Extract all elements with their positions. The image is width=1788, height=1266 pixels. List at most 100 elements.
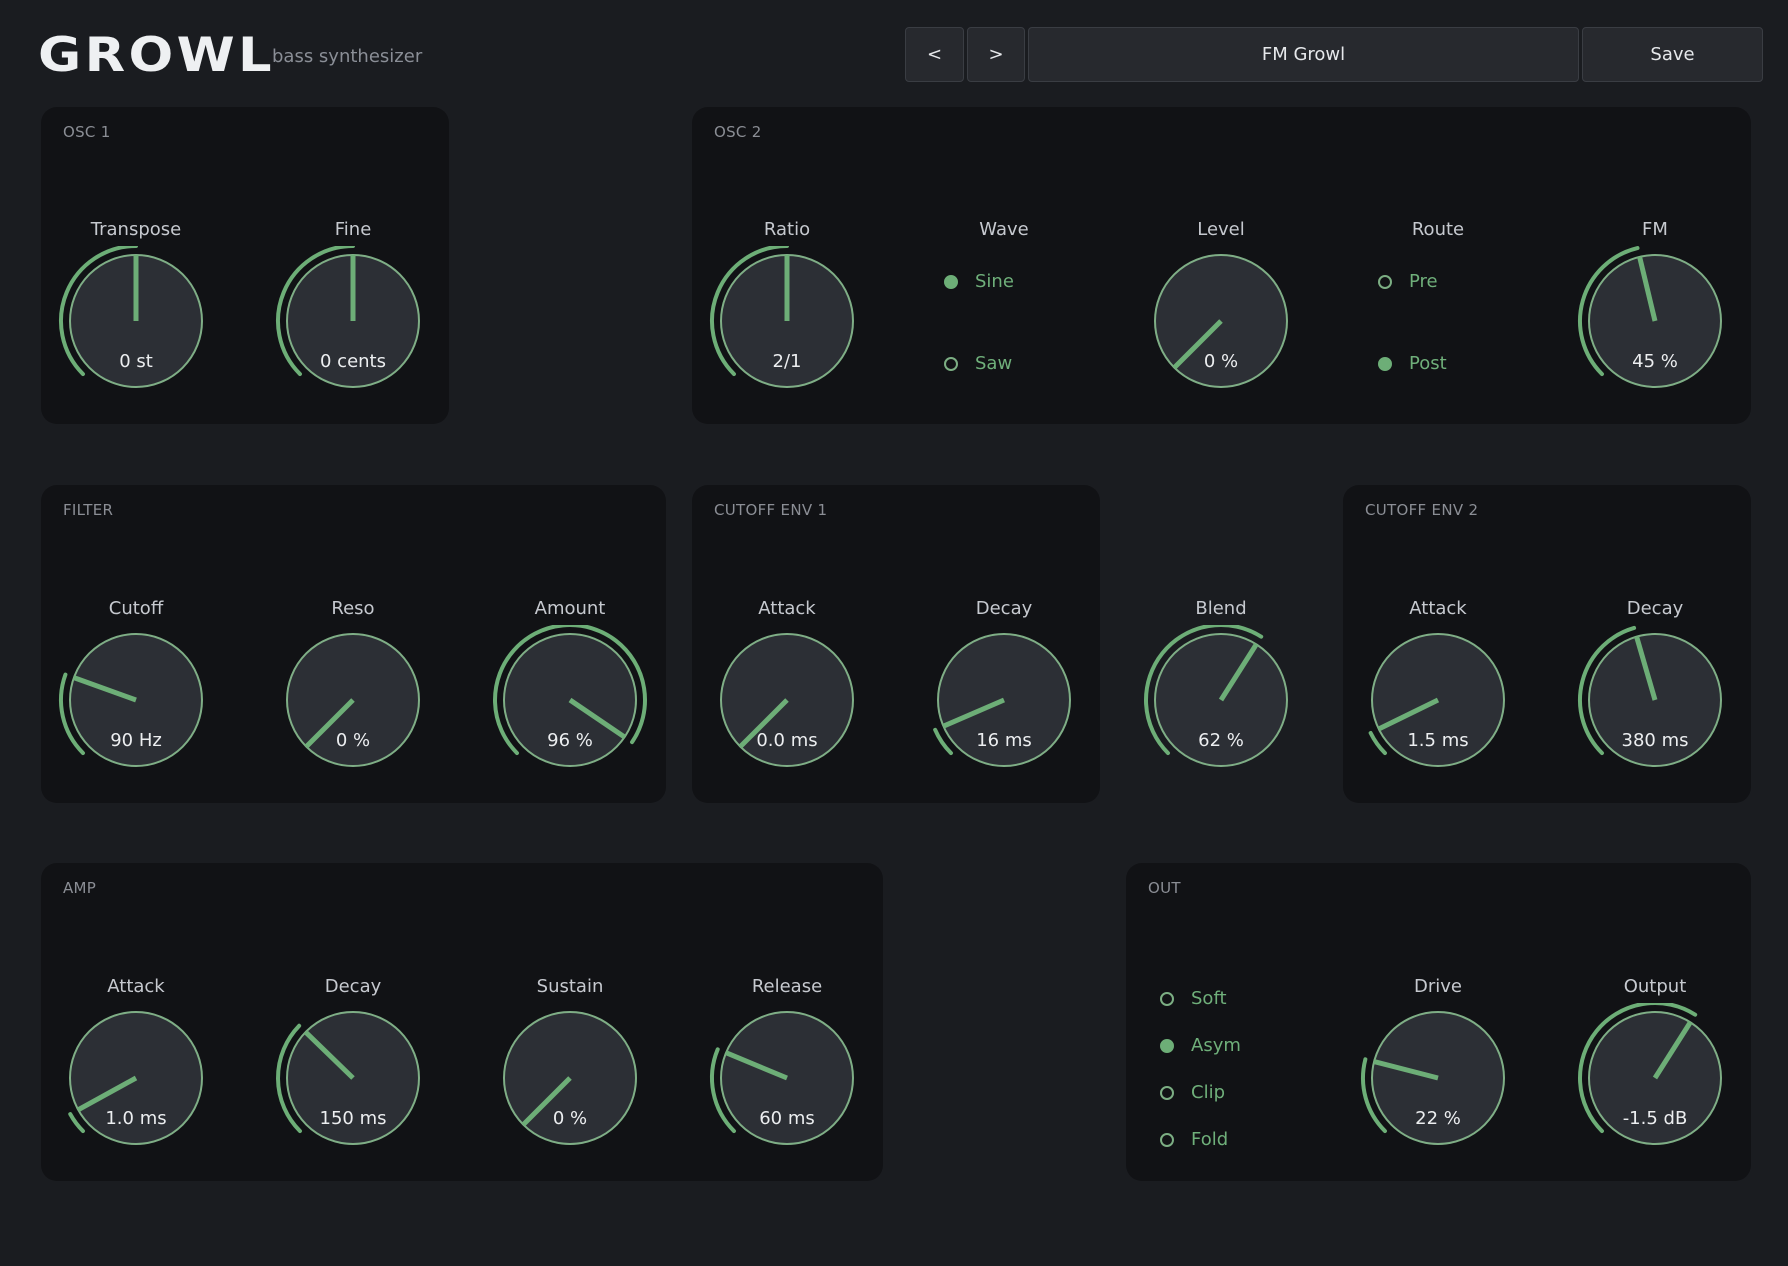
osc2-level-knob[interactable]: Level 0 %: [1121, 219, 1321, 419]
radio-dot: [1378, 356, 1392, 371]
knob-dial: [276, 1011, 420, 1145]
knob-pointer: [1637, 256, 1658, 322]
knob-label: Output: [1623, 976, 1687, 997]
knob-value-arc: [1578, 1003, 1698, 1134]
amp-sustain-knob[interactable]: Sustain 0 %: [470, 976, 670, 1176]
knob-pointer: [568, 697, 626, 740]
radio-label: Pre: [1409, 271, 1438, 292]
knob-value: 62 %: [1198, 730, 1244, 751]
radio-label: Sine: [975, 271, 1014, 292]
radio-dot: [944, 274, 958, 289]
radio-dot: [944, 356, 958, 371]
radio-dot: [1160, 1132, 1174, 1147]
knob-value: 90 Hz: [110, 730, 162, 751]
knob-dial: [1361, 1011, 1505, 1145]
knob-label: Decay: [975, 598, 1033, 619]
knob-dial: [503, 1011, 637, 1145]
env1-attack-knob[interactable]: Attack 0.0 ms: [687, 598, 887, 798]
radio-label: Fold: [1191, 1129, 1229, 1150]
knob-value-arc: [1578, 246, 1640, 377]
radio-label: Asym: [1191, 1035, 1241, 1056]
knob-value-arc: [1144, 625, 1264, 756]
filter-reso-knob[interactable]: Reso 0 %: [253, 598, 453, 798]
knob-dial: [1368, 633, 1505, 767]
knob-label: Attack: [758, 598, 816, 619]
panel-title: OUT: [1148, 879, 1181, 897]
knob-dial: [59, 633, 203, 767]
knob-pointer: [738, 698, 789, 749]
app-subtitle: bass synthesizer: [272, 46, 423, 67]
knob-label: Attack: [107, 976, 165, 997]
amp-release-knob[interactable]: Release 60 ms: [687, 976, 887, 1176]
shape-option-soft[interactable]: Soft: [1160, 988, 1227, 1009]
radio-label: Soft: [1191, 988, 1227, 1009]
knob-label: Reso: [331, 598, 375, 619]
knob-dial: [68, 1011, 203, 1145]
knob-value: 0 st: [119, 351, 153, 372]
route-label: Route: [1411, 219, 1465, 240]
knob-value: 1.5 ms: [1407, 730, 1469, 751]
route-option-pre[interactable]: Pre: [1378, 271, 1438, 292]
knob-value-arc: [59, 246, 138, 377]
knob-dial: [59, 246, 203, 388]
save-button[interactable]: Save: [1582, 27, 1763, 82]
knob-label: Amount: [534, 598, 606, 619]
knob-dial: [493, 625, 647, 767]
knob-value: 0.0 ms: [756, 730, 818, 751]
knob-dial: [720, 633, 854, 767]
wave-option-sine[interactable]: Sine: [944, 271, 1014, 292]
panel-title: CUTOFF ENV 2: [1365, 501, 1479, 519]
amp-decay-knob[interactable]: Decay 150 ms: [253, 976, 453, 1176]
knob-value: 150 ms: [319, 1108, 387, 1129]
knob-value: 22 %: [1415, 1108, 1461, 1129]
knob-pointer: [1652, 1020, 1693, 1080]
knob-dial: [1578, 1003, 1722, 1145]
env2-attack-knob[interactable]: Attack 1.5 ms: [1338, 598, 1538, 798]
shape-option-asym[interactable]: Asym: [1160, 1035, 1241, 1056]
osc2-fm-knob[interactable]: FM 45 %: [1555, 219, 1755, 419]
env2-decay-knob[interactable]: Decay 380 ms: [1555, 598, 1755, 798]
knob-value: 380 ms: [1621, 730, 1689, 751]
knob-value: -1.5 dB: [1622, 1108, 1688, 1129]
amp-attack-knob[interactable]: Attack 1.0 ms: [36, 976, 236, 1176]
panel-title: OSC 1: [63, 123, 111, 141]
route-option-post[interactable]: Post: [1378, 353, 1447, 374]
wave-label: Wave: [979, 219, 1029, 240]
panel-title: OSC 2: [714, 123, 762, 141]
osc1-transpose-knob[interactable]: Transpose 0 st: [36, 219, 236, 419]
osc2-ratio-knob[interactable]: Ratio 2/1: [687, 219, 887, 419]
knob-dial: [286, 633, 420, 767]
next-preset-button[interactable]: >: [967, 27, 1025, 82]
osc1-fine-knob[interactable]: Fine 0 cents: [253, 219, 453, 419]
blend-knob[interactable]: Blend 62 %: [1121, 598, 1321, 798]
knob-value: 0 cents: [320, 351, 386, 372]
knob-value: 1.0 ms: [105, 1108, 167, 1129]
knob-value-arc: [1368, 730, 1387, 756]
knob-pointer: [1373, 1059, 1439, 1081]
knob-label: Decay: [1626, 598, 1684, 619]
env1-decay-knob[interactable]: Decay 16 ms: [904, 598, 1104, 798]
knob-value: 2/1: [772, 351, 802, 372]
filter-cutoff-knob[interactable]: Cutoff 90 Hz: [36, 598, 236, 798]
knob-label: Blend: [1195, 598, 1247, 619]
knob-value-arc: [276, 1023, 302, 1134]
knob-pointer: [725, 1050, 788, 1081]
filter-amount-knob[interactable]: Amount 96 %: [470, 598, 670, 798]
preset-name-display[interactable]: FM Growl: [1028, 27, 1579, 82]
knob-value: 96 %: [547, 730, 593, 751]
prev-preset-button[interactable]: <: [905, 27, 964, 82]
wave-option-saw[interactable]: Saw: [944, 353, 1012, 374]
shape-option-clip[interactable]: Clip: [1160, 1082, 1225, 1103]
knob-value-arc: [59, 672, 85, 756]
knob-dial: [710, 1011, 854, 1145]
knob-label: Release: [751, 976, 823, 997]
shape-option-fold[interactable]: Fold: [1160, 1129, 1228, 1150]
knob-value-arc: [710, 246, 789, 377]
out-output-knob[interactable]: Output -1.5 dB: [1555, 976, 1755, 1176]
knob-pointer: [1634, 635, 1658, 701]
radio-label: Saw: [975, 353, 1013, 374]
knob-label: Transpose: [90, 219, 182, 240]
knob-label: Sustain: [536, 976, 604, 997]
knob-pointer: [73, 675, 137, 703]
out-drive-knob[interactable]: Drive 22 %: [1338, 976, 1538, 1176]
